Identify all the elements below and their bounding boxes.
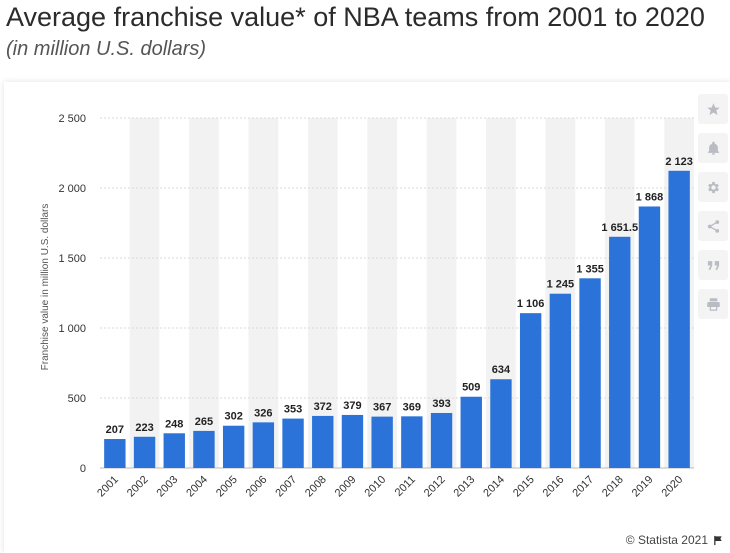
- data-label: 509: [462, 382, 480, 394]
- x-tick-label: 2017: [570, 474, 596, 500]
- column-band: [307, 118, 338, 468]
- y-axis-label: Franchise value in million U.S. dollars: [40, 204, 51, 371]
- bar[interactable]: [312, 415, 334, 468]
- chart-title: Average franchise value* of NBA teams fr…: [6, 2, 705, 32]
- bar[interactable]: [460, 396, 482, 468]
- column-band: [426, 118, 457, 468]
- data-label: 1 868: [636, 191, 664, 203]
- y-tick-label: 1 500: [58, 253, 86, 265]
- bar[interactable]: [252, 422, 275, 468]
- x-tick-label: 2013: [452, 474, 478, 500]
- bell-icon: [707, 141, 719, 155]
- favorite-button[interactable]: [698, 94, 728, 124]
- source-credit[interactable]: © Statista 2021: [626, 533, 724, 547]
- chart-toolbar: [698, 94, 728, 328]
- x-tick-label: 2014: [481, 474, 507, 500]
- x-tick-label: 2010: [362, 474, 388, 500]
- column-band: [248, 118, 279, 468]
- star-icon: [706, 102, 720, 115]
- bar[interactable]: [341, 414, 364, 468]
- bar[interactable]: [133, 436, 156, 468]
- bar[interactable]: [282, 418, 304, 468]
- quote-icon: [707, 260, 719, 270]
- bar[interactable]: [430, 412, 453, 468]
- x-tick-label: 2009: [333, 474, 359, 500]
- bar[interactable]: [549, 293, 572, 468]
- data-label: 1 355: [576, 263, 604, 275]
- data-label: 2 123: [665, 156, 693, 168]
- data-label: 1 245: [547, 279, 575, 291]
- y-tick-label: 0: [80, 463, 86, 475]
- settings-button[interactable]: [698, 172, 728, 202]
- x-tick-label: 2012: [422, 474, 448, 500]
- gear-icon: [707, 181, 719, 193]
- print-icon: [706, 297, 720, 311]
- bar[interactable]: [222, 425, 245, 468]
- x-tick-label: 2006: [244, 474, 270, 500]
- bar[interactable]: [638, 206, 661, 468]
- bar[interactable]: [579, 278, 601, 468]
- flag-icon: [714, 535, 722, 545]
- data-label: 367: [373, 402, 391, 414]
- data-label: 265: [195, 416, 213, 428]
- x-tick-label: 2011: [393, 474, 418, 499]
- cite-button[interactable]: [698, 250, 728, 280]
- x-tick-label: 2001: [95, 474, 121, 500]
- bar[interactable]: [163, 433, 185, 468]
- share-icon: [707, 219, 719, 233]
- x-tick-label: 2007: [273, 474, 299, 500]
- column-band: [189, 118, 219, 468]
- x-tick-label: 2018: [600, 474, 626, 500]
- bar[interactable]: [668, 170, 690, 468]
- alert-button[interactable]: [698, 133, 728, 163]
- chart-subtitle: (in million U.S. dollars): [6, 38, 207, 60]
- x-tick-label: 2008: [303, 474, 329, 500]
- bar[interactable]: [371, 416, 393, 468]
- print-button[interactable]: [698, 289, 728, 319]
- x-tick-label: 2015: [511, 474, 537, 500]
- data-label: 353: [284, 404, 302, 416]
- bar[interactable]: [519, 313, 542, 468]
- x-tick-label: 2016: [541, 474, 567, 500]
- bar[interactable]: [104, 439, 126, 468]
- bar[interactable]: [193, 430, 215, 468]
- bar[interactable]: [401, 416, 423, 468]
- y-tick-label: 1 000: [58, 323, 86, 335]
- data-label: 207: [106, 424, 124, 436]
- x-tick-label: 2002: [125, 474, 151, 500]
- y-tick-label: 2 000: [58, 183, 86, 195]
- credit-text: © Statista 2021: [625, 533, 708, 547]
- column-band: [129, 118, 160, 468]
- data-label: 326: [254, 407, 272, 419]
- data-label: 369: [403, 401, 421, 413]
- y-tick-label: 500: [68, 393, 86, 405]
- share-button[interactable]: [698, 211, 728, 241]
- data-label: 248: [165, 418, 183, 430]
- column-band: [367, 118, 397, 468]
- data-label: 1 651.5: [601, 222, 638, 234]
- data-label: 223: [135, 422, 153, 434]
- data-label: 379: [343, 400, 361, 412]
- data-label: 1 106: [517, 298, 545, 310]
- x-tick-label: 2004: [184, 474, 210, 500]
- x-tick-label: 2005: [214, 474, 240, 500]
- chart-card: 0 500 1 000 1 500 2 000 2 500 207 223 248 265 302…: [4, 82, 730, 553]
- x-tick-label: 2019: [630, 474, 656, 500]
- data-label: 634: [492, 364, 511, 376]
- data-label: 393: [432, 398, 450, 410]
- x-tick-label: 2020: [659, 474, 685, 500]
- bar-chart: 0 500 1 000 1 500 2 000 2 500 207 223 248 265 302…: [40, 113, 694, 500]
- y-tick-label: 2 500: [58, 113, 86, 125]
- bar[interactable]: [609, 236, 631, 468]
- bar[interactable]: [490, 379, 512, 468]
- data-label: 372: [314, 401, 332, 413]
- x-tick-label: 2003: [155, 474, 181, 500]
- data-label: 302: [224, 411, 242, 423]
